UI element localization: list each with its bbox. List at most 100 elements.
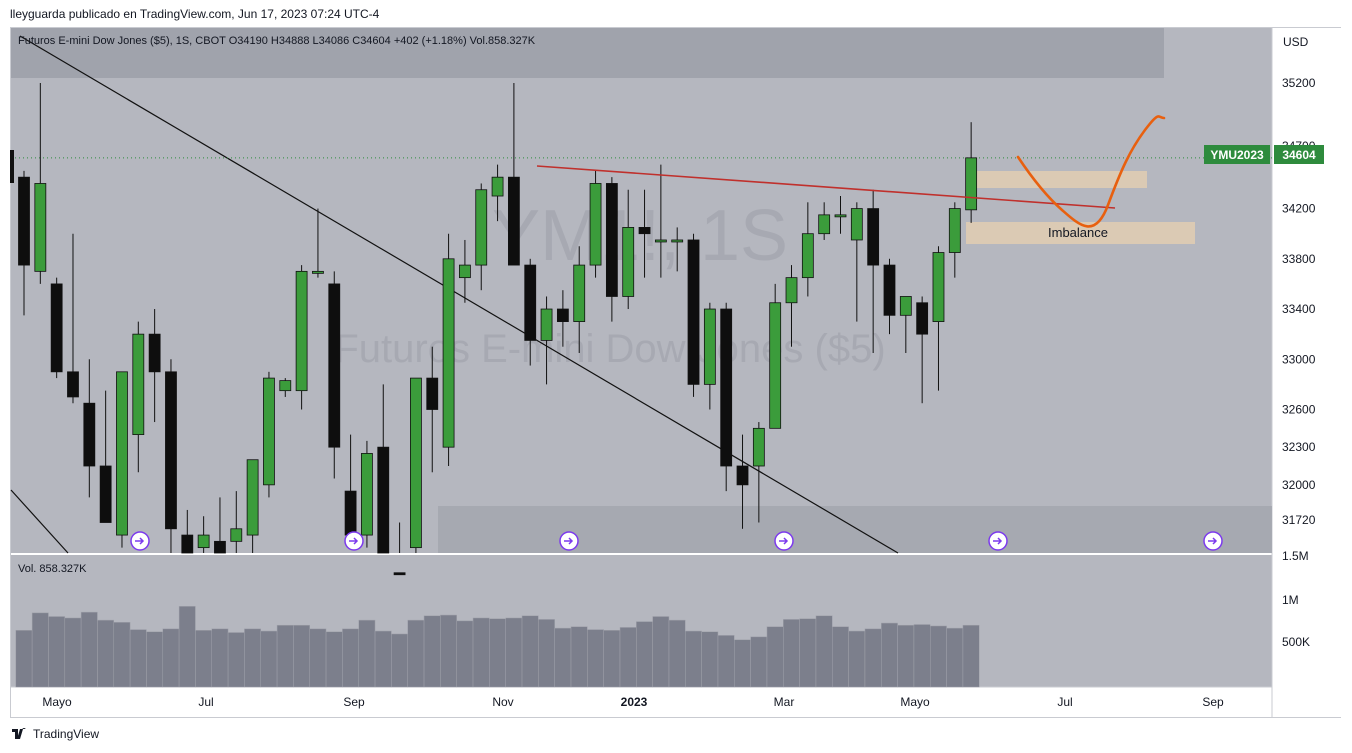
volume-bar xyxy=(211,628,229,688)
candle-up[interactable] xyxy=(361,453,373,536)
volume-bar xyxy=(930,625,947,688)
candle-down[interactable] xyxy=(344,490,357,536)
candle-up[interactable] xyxy=(703,308,716,385)
candle-down[interactable] xyxy=(67,371,79,398)
volume-bar xyxy=(146,631,163,688)
imbalance-zone-lower[interactable] xyxy=(966,222,1195,244)
symbol-tag[interactable] xyxy=(1204,145,1270,164)
candle-down[interactable] xyxy=(148,333,161,373)
volume-bar xyxy=(619,627,637,688)
price-tick-label: 33800 xyxy=(1282,252,1316,266)
volume-bar xyxy=(685,630,702,688)
volume-bar xyxy=(587,629,604,688)
volume-bar xyxy=(325,631,343,688)
imbalance-zone-upper[interactable] xyxy=(966,171,1147,188)
volume-bar xyxy=(521,615,539,688)
candle-up[interactable] xyxy=(491,176,504,197)
candle-up[interactable] xyxy=(752,427,765,467)
candle-up[interactable] xyxy=(899,296,912,316)
candle-up[interactable] xyxy=(475,189,488,266)
volume-bar xyxy=(440,614,457,688)
candle-up[interactable] xyxy=(671,239,684,243)
candle-down[interactable] xyxy=(328,283,341,448)
volume-bar xyxy=(178,606,196,688)
candle-up[interactable] xyxy=(279,380,292,392)
time-axis-label: Mayo xyxy=(900,695,930,709)
time-axis-label: Mayo xyxy=(42,695,72,709)
candle-down[interactable] xyxy=(507,176,520,266)
time-axis-label: Jul xyxy=(1057,695,1072,709)
event-arrow-icon xyxy=(564,537,574,545)
candle-up[interactable] xyxy=(312,270,324,274)
candle-up[interactable] xyxy=(132,333,145,436)
candle-down[interactable] xyxy=(165,371,177,530)
candle-up[interactable] xyxy=(589,183,602,266)
candle-down[interactable] xyxy=(214,540,226,554)
candle-down[interactable] xyxy=(50,283,63,373)
candle-down[interactable] xyxy=(18,176,30,266)
price-tag[interactable] xyxy=(1274,145,1324,164)
candle-up[interactable] xyxy=(818,214,831,235)
descending-trendline[interactable] xyxy=(19,35,899,554)
top-zone-rect[interactable] xyxy=(11,28,1164,78)
volume-tick-label: 1M xyxy=(1282,593,1299,607)
candle-up[interactable] xyxy=(230,528,243,542)
candle-down[interactable] xyxy=(687,239,700,385)
candle-up[interactable] xyxy=(769,302,782,429)
volume-bar xyxy=(15,630,33,688)
candle-up[interactable] xyxy=(850,208,863,241)
volume-bar xyxy=(946,627,964,688)
price-tick-label: 31720 xyxy=(1282,513,1316,527)
candle-down[interactable] xyxy=(556,308,569,322)
volume-bar xyxy=(848,630,866,688)
candle-up[interactable] xyxy=(442,258,455,448)
candle-up[interactable] xyxy=(540,308,553,341)
volume-bar xyxy=(113,622,131,688)
candle-up[interactable] xyxy=(410,377,422,549)
candle-down[interactable] xyxy=(605,183,618,297)
candle-down[interactable] xyxy=(883,264,896,316)
candle-up[interactable] xyxy=(932,252,945,322)
candle-down[interactable] xyxy=(638,227,651,235)
candle-down[interactable] xyxy=(867,208,880,266)
candle-up[interactable] xyxy=(573,264,586,322)
candle-down[interactable] xyxy=(393,572,406,576)
projection-curve[interactable] xyxy=(1016,115,1166,228)
volume-bar xyxy=(80,611,98,688)
candle-up[interactable] xyxy=(965,157,978,211)
candle-down[interactable] xyxy=(426,377,439,410)
candle-up[interactable] xyxy=(622,227,635,297)
symbol-tag-label: YMU2023 xyxy=(1210,148,1264,162)
candle-down[interactable] xyxy=(916,302,929,335)
candle-up[interactable] xyxy=(785,277,798,304)
candle-down[interactable] xyxy=(83,402,96,467)
watermark-name: Futuros E-mini Dow Jones ($5) xyxy=(334,327,885,371)
candle-up[interactable] xyxy=(116,371,128,536)
candle-up[interactable] xyxy=(34,183,47,272)
candle-down[interactable] xyxy=(99,465,112,523)
candle-up[interactable] xyxy=(834,214,847,218)
candle-up[interactable] xyxy=(948,208,961,253)
candle-up[interactable] xyxy=(654,239,667,243)
candle-up[interactable] xyxy=(263,377,275,486)
candle-down[interactable] xyxy=(377,446,390,554)
resistance-line[interactable] xyxy=(536,165,1116,209)
candle-down[interactable] xyxy=(181,534,194,554)
volume-bar xyxy=(668,619,686,688)
candle-up[interactable] xyxy=(801,233,814,279)
volume-bar xyxy=(472,617,490,688)
candle-up[interactable] xyxy=(295,270,308,392)
candle-up[interactable] xyxy=(197,534,210,549)
left-edge-marker xyxy=(10,150,14,183)
time-axis-label: Sep xyxy=(343,695,365,709)
volume-tick-label: 500K xyxy=(1282,635,1310,649)
candle-down[interactable] xyxy=(736,465,749,486)
lower-trendline[interactable] xyxy=(10,489,69,554)
candle-down[interactable] xyxy=(524,264,537,341)
candle-up[interactable] xyxy=(459,264,471,279)
candle-down[interactable] xyxy=(720,308,733,467)
volume-bar xyxy=(864,628,882,688)
volume-bar xyxy=(260,630,278,688)
candle-up[interactable] xyxy=(246,459,259,536)
